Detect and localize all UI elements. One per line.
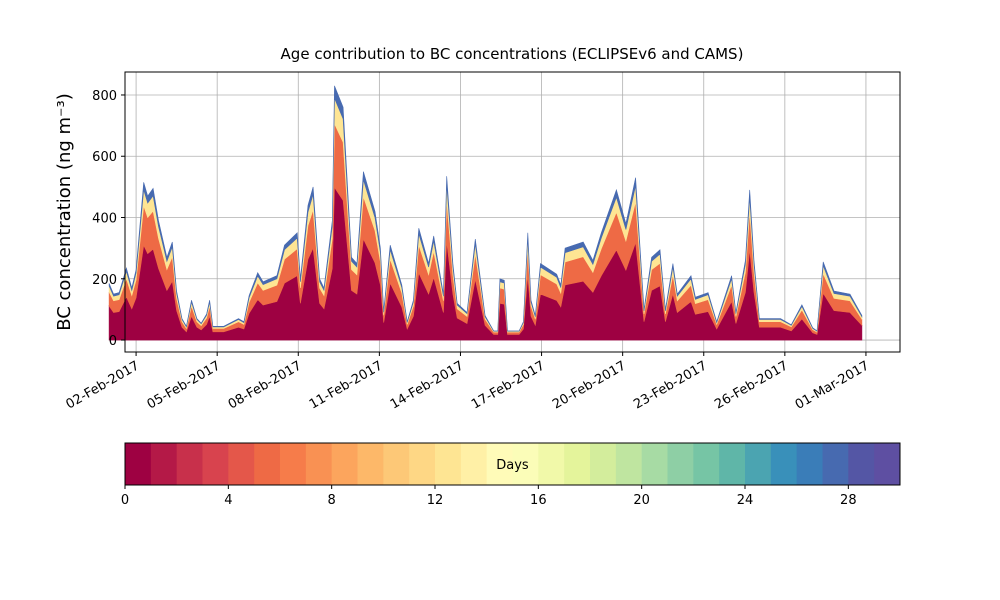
colorbar-swatch xyxy=(796,443,823,485)
x-tick-label: 17-Feb-2017 xyxy=(469,358,548,412)
y-tick-label: 0 xyxy=(109,334,117,349)
colorbar-swatch xyxy=(848,443,875,485)
x-tick-label: 23-Feb-2017 xyxy=(631,358,710,412)
x-tick-label: 05-Feb-2017 xyxy=(145,358,224,412)
colorbar-tick-label: 20 xyxy=(633,493,650,508)
chart-title: Age contribution to BC concentrations (E… xyxy=(281,45,744,63)
y-axis-label: BC concentration (ng m⁻³) xyxy=(54,93,75,331)
colorbar-swatch xyxy=(693,443,720,485)
colorbar-swatch xyxy=(667,443,694,485)
colorbar: Days 0 4 8 12 16 20 24 28 xyxy=(121,442,901,508)
colorbar-tick-label: 12 xyxy=(427,493,444,508)
colorbar-swatch xyxy=(228,443,255,485)
colorbar-swatch xyxy=(770,443,798,485)
colorbar-swatch xyxy=(486,443,513,485)
y-tick-label: 600 xyxy=(92,150,117,165)
colorbar-swatch xyxy=(357,443,384,485)
x-tick-label: 20-Feb-2017 xyxy=(550,358,629,412)
colorbar-swatch xyxy=(176,443,203,485)
y-tick-label: 800 xyxy=(92,89,117,104)
colorbar-swatch xyxy=(745,443,772,485)
colorbar-tick-label: 24 xyxy=(737,493,754,508)
colorbar-swatch xyxy=(615,443,643,485)
colorbar-swatch xyxy=(512,443,539,485)
colorbar-swatch xyxy=(331,443,358,485)
plot-area xyxy=(108,85,863,341)
colorbar-frame xyxy=(124,442,901,486)
x-tick-label: 14-Feb-2017 xyxy=(388,358,467,412)
colorbar-swatch xyxy=(409,443,436,485)
colorbar-swatch xyxy=(305,443,333,485)
colorbar-swatch xyxy=(719,443,746,485)
colorbar-swatch xyxy=(822,443,849,485)
colorbar-swatch xyxy=(150,443,178,485)
colorbar-swatch xyxy=(641,443,668,485)
colorbar-swatch xyxy=(874,443,901,485)
colorbar-swatch xyxy=(460,443,488,485)
x-tick-label: 08-Feb-2017 xyxy=(226,358,305,412)
colorbar-tick-label: 8 xyxy=(328,493,336,508)
colorbar-tick-label: 4 xyxy=(224,493,232,508)
colorbar-swatch xyxy=(564,443,591,485)
colorbar-tick-label: 0 xyxy=(121,493,129,508)
x-tick-label: 11-Feb-2017 xyxy=(307,358,386,412)
y-tick-label: 200 xyxy=(92,273,117,288)
colorbar-tick-label: 16 xyxy=(530,493,547,508)
x-tick-label: 02-Feb-2017 xyxy=(64,358,143,412)
colorbar-swatch xyxy=(590,443,617,485)
colorbar-label: Days xyxy=(496,458,529,473)
y-tick-label: 400 xyxy=(92,212,117,227)
x-tick-label: 26-Feb-2017 xyxy=(712,358,791,412)
colorbar-swatch xyxy=(435,443,462,485)
colorbar-swatch xyxy=(280,443,307,485)
colorbar-tick-label: 28 xyxy=(840,493,857,508)
colorbar-swatch xyxy=(383,443,410,485)
colorbar-swatch xyxy=(538,443,565,485)
colorbar-swatch xyxy=(202,443,229,485)
axes-frame xyxy=(124,71,901,353)
x-tick-label: 01-Mar-2017 xyxy=(793,358,872,412)
colorbar-swatch xyxy=(125,443,152,485)
colorbar-swatch xyxy=(254,443,281,485)
stacked-area xyxy=(108,85,863,332)
axes: 0 200 400 600 800 02-Feb-2017 05-Feb-2017 08-Fe… xyxy=(64,71,901,413)
grid xyxy=(125,72,900,352)
